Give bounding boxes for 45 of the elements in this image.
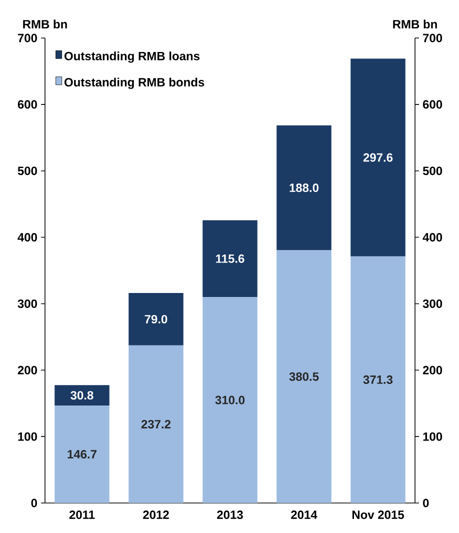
- y-tick-label: 500: [18, 166, 37, 176]
- data-label: 115.6: [216, 254, 244, 263]
- data-label: 237.2: [141, 420, 171, 428]
- x-tick-label: 2013: [217, 510, 243, 520]
- x-tick-label: 2014: [291, 510, 318, 520]
- data-label: 188.0: [290, 184, 319, 192]
- data-label: 371.3: [363, 375, 393, 384]
- y-tick-label: 200: [18, 366, 37, 374]
- y2-tick-label: 300: [422, 299, 442, 308]
- y-axis-title: RMB bn: [23, 20, 67, 28]
- x-tick-label: 2011: [69, 510, 95, 520]
- y2-axis-title: RMB bn: [393, 20, 437, 28]
- y2-tick-label: 0: [423, 498, 429, 508]
- x-tick-label: Nov 2015: [352, 510, 404, 520]
- y-tick-label: 0: [31, 498, 37, 508]
- bar: [350, 256, 406, 503]
- y-tick-label: 600: [18, 100, 37, 109]
- y2-tick-label: 400: [422, 233, 442, 242]
- bar: [276, 125, 332, 250]
- y2-tick-label: 500: [422, 166, 442, 176]
- data-label: 146.7: [68, 450, 96, 459]
- y-tick-label: 300: [18, 299, 37, 308]
- bar: [128, 345, 184, 503]
- bar: [54, 385, 110, 406]
- y-tick-label: 400: [18, 233, 37, 242]
- x-tick-label: 2012: [143, 510, 169, 520]
- data-label: 310.0: [215, 396, 245, 404]
- y2-tick-label: 700: [423, 34, 442, 42]
- data-label: 297.6: [363, 153, 393, 162]
- legend-label: Outstanding RMB loans: [64, 52, 200, 63]
- bar: [276, 250, 332, 503]
- legend-label: Outstanding RMB bonds: [64, 78, 204, 89]
- data-label: 30.8: [70, 391, 94, 400]
- bar: [350, 58, 406, 256]
- y-tick-label: 100: [18, 432, 37, 441]
- data-label: 380.5: [289, 372, 319, 381]
- bar: [202, 297, 258, 503]
- data-label: 79.0: [144, 314, 168, 324]
- bar: [128, 292, 184, 346]
- y2-tick-label: 600: [422, 100, 442, 109]
- y2-tick-label: 200: [422, 366, 442, 374]
- y-tick-label: 700: [18, 34, 37, 42]
- bar: [54, 406, 110, 503]
- y2-tick-label: 100: [423, 432, 442, 441]
- bar: [202, 220, 258, 298]
